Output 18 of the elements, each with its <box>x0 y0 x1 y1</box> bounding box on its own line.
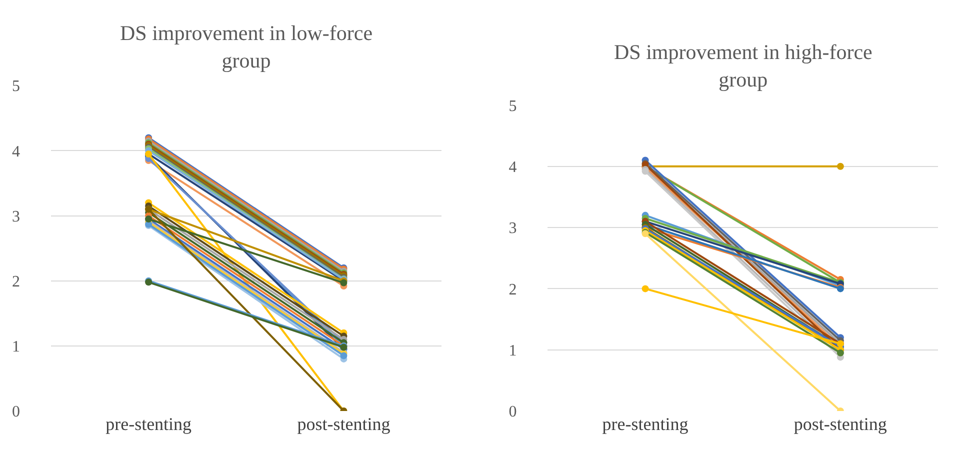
y-tick-label: 2 <box>12 273 20 290</box>
y-tick-label: 1 <box>12 338 20 356</box>
y-tick-label: 1 <box>508 342 517 360</box>
y-tick-label: 4 <box>12 143 20 160</box>
x-tick-label: post-stenting <box>297 414 390 434</box>
y-tick-label: 2 <box>508 281 517 298</box>
x-tick-label: pre-stenting <box>106 414 192 434</box>
y-tick-label: 4 <box>508 158 517 176</box>
y-tick-label: 3 <box>508 220 517 238</box>
x-tick-label: post-stenting <box>794 414 887 434</box>
chart-title: DS improvement in low-force group <box>120 21 373 72</box>
y-tick-label: 5 <box>508 98 517 115</box>
y-tick-label: 3 <box>12 208 20 226</box>
y-tick-label: 0 <box>508 404 517 421</box>
y-tick-label: 5 <box>12 78 20 96</box>
chart-title: DS improvement in high-force group <box>614 40 872 92</box>
y-tick-label: 0 <box>12 404 20 421</box>
x-tick-label: pre-stenting <box>602 414 688 434</box>
